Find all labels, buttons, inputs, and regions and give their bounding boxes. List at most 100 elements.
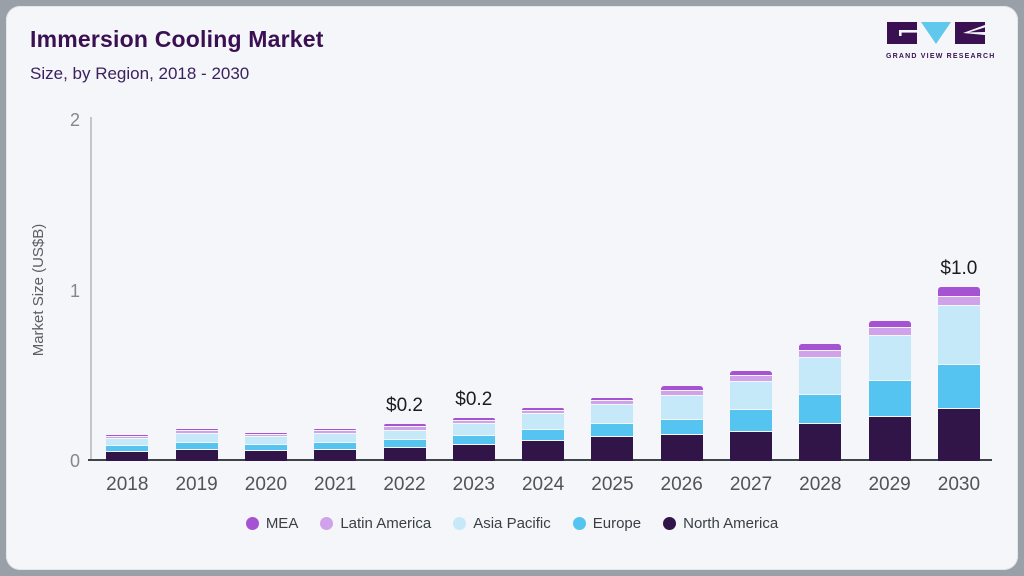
legend-label: Asia Pacific <box>473 515 551 532</box>
bar-2026 <box>660 386 703 461</box>
segment-latin-america <box>383 427 426 430</box>
value-annotation: $0.2 <box>386 395 423 416</box>
page-title: Immersion Cooling Market <box>30 26 324 52</box>
bar-2018 <box>106 435 149 461</box>
legend-item-mea: MEA <box>245 515 298 532</box>
segment-mea <box>383 424 426 426</box>
y-tick-label: 0 <box>69 451 80 471</box>
x-tick-label: 2024 <box>521 474 565 495</box>
segment-latin-america <box>106 437 149 438</box>
x-tick-label: 2022 <box>383 474 426 495</box>
segment-north-america <box>660 435 703 461</box>
segment-latin-america <box>244 435 287 436</box>
segment-mea <box>452 418 495 420</box>
segment-north-america <box>383 448 426 461</box>
x-tick-label: 2030 <box>937 474 981 495</box>
bar-2029 <box>868 321 911 461</box>
gvr-logo-icon <box>887 22 985 44</box>
segment-north-america <box>937 409 980 461</box>
segment-europe <box>106 446 149 451</box>
legend: MEA Latin America Asia Pacific Europe North … <box>6 515 1018 532</box>
segment-mea <box>799 344 842 350</box>
segment-europe <box>868 381 911 416</box>
legend-label: Europe <box>592 515 642 532</box>
value-annotation: $0.2 <box>455 389 493 410</box>
legend-swatch-icon <box>663 517 677 530</box>
segment-north-america <box>868 417 911 461</box>
segment-asia-pacific <box>660 396 703 419</box>
segment-latin-america <box>799 351 842 357</box>
y-tick-label: 1 <box>69 280 80 301</box>
x-tick-label: 2028 <box>799 474 842 495</box>
segment-europe <box>244 445 287 450</box>
bar-2020 <box>244 433 287 461</box>
segment-europe <box>383 440 426 447</box>
segment-latin-america <box>937 297 980 305</box>
x-tick-label: 2021 <box>314 474 357 495</box>
segment-mea <box>868 321 911 327</box>
segment-north-america <box>452 445 495 461</box>
segment-europe <box>591 424 634 436</box>
y-tick-label: 2 <box>69 110 80 130</box>
x-tick-label: 2027 <box>729 474 773 495</box>
segment-mea <box>314 429 357 430</box>
bar-2019 <box>175 429 218 461</box>
segment-north-america <box>799 424 842 461</box>
segment-latin-america <box>660 391 703 395</box>
segment-mea <box>660 386 703 390</box>
x-tick-label: 2026 <box>660 474 703 495</box>
segment-asia-pacific <box>937 306 980 364</box>
legend-swatch-icon <box>453 517 467 530</box>
chart-subtitle: Size, by Region, 2018 - 2030 <box>30 64 250 83</box>
segment-latin-america <box>452 421 495 423</box>
segment-asia-pacific <box>244 437 287 444</box>
segment-north-america <box>591 437 634 461</box>
bar-2024 <box>522 408 565 461</box>
segment-asia-pacific <box>868 336 911 380</box>
segment-mea <box>522 408 565 410</box>
legend-swatch-icon <box>572 517 586 530</box>
segment-asia-pacific <box>522 414 565 429</box>
segment-europe <box>937 365 980 408</box>
segment-north-america <box>314 450 357 461</box>
segment-north-america <box>730 432 772 461</box>
bar-2030 <box>937 287 980 461</box>
gvr-logo-text: GRAND VIEW RESEARCH <box>886 53 996 60</box>
legend-item-europe: Europe <box>572 515 642 532</box>
legend-item-latin-america: Latin America <box>320 515 431 532</box>
segment-north-america <box>175 450 218 461</box>
x-tick-label: 2019 <box>175 474 218 495</box>
legend-item-asia-pacific: Asia Pacific <box>453 515 551 532</box>
segment-latin-america <box>591 401 634 404</box>
x-tick-label: 2023 <box>452 474 495 495</box>
bar-2021 <box>314 429 357 461</box>
segment-europe <box>799 395 842 423</box>
bar-2028 <box>799 344 842 461</box>
y-axis-line <box>90 117 92 461</box>
bar-2025 <box>591 398 634 461</box>
segment-asia-pacific <box>314 434 357 442</box>
segment-latin-america <box>730 376 772 381</box>
x-tick-label: 2029 <box>868 474 911 495</box>
legend-item-north-america: North America <box>663 515 778 532</box>
segment-mea <box>591 398 634 400</box>
segment-asia-pacific <box>383 431 426 439</box>
segment-latin-america <box>868 328 911 335</box>
segment-europe <box>660 420 703 434</box>
segment-asia-pacific <box>175 434 218 442</box>
legend-swatch-icon <box>320 517 334 530</box>
value-annotation: $1.0 <box>940 258 978 279</box>
segment-north-america <box>244 451 287 461</box>
segment-latin-america <box>314 431 357 433</box>
segment-north-america <box>522 441 565 461</box>
segment-mea <box>937 287 980 296</box>
segment-asia-pacific <box>799 358 842 394</box>
segment-asia-pacific <box>106 439 149 445</box>
segment-asia-pacific <box>591 405 634 423</box>
legend-label: North America <box>683 515 779 532</box>
segment-europe <box>175 443 218 449</box>
segment-latin-america <box>175 431 218 433</box>
segment-mea <box>106 435 149 436</box>
bar-2027 <box>730 371 772 461</box>
bar-2022 <box>383 424 426 461</box>
